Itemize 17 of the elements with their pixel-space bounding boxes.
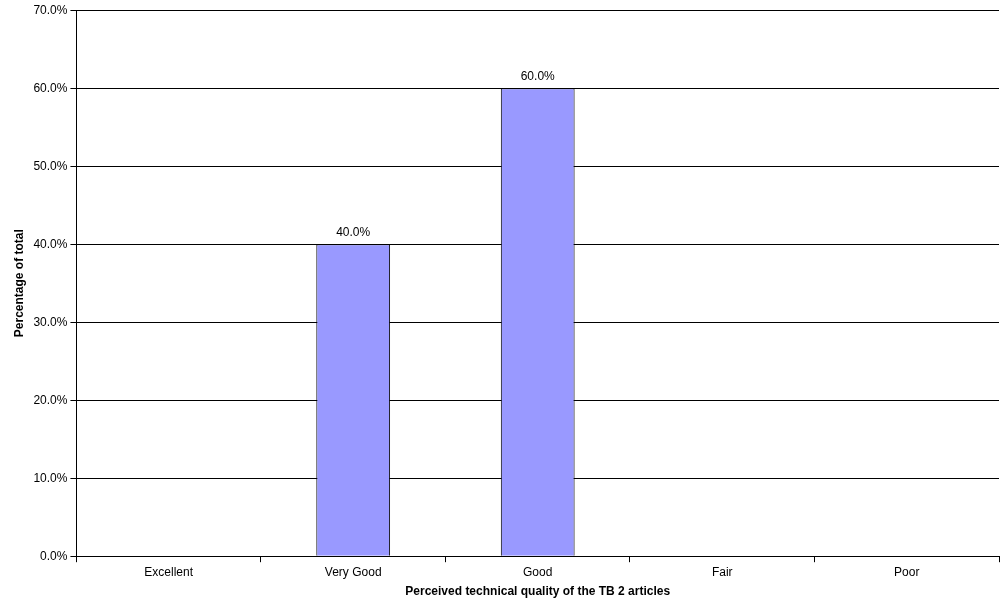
y-tick-label: 70.0% bbox=[33, 2, 68, 17]
x-axis-title: Perceived technical quality of the TB 2 articles bbox=[405, 584, 671, 599]
x-tick-label: Poor bbox=[894, 564, 920, 579]
x-tick-label: Fair bbox=[711, 564, 733, 579]
data-label: 40.0% bbox=[336, 224, 371, 239]
x-tick-label: Very Good bbox=[324, 564, 382, 579]
y-tick-label: 50.0% bbox=[33, 158, 68, 173]
y-tick-label: 0.0% bbox=[40, 548, 68, 563]
y-tick-label: 20.0% bbox=[33, 392, 68, 407]
x-tick-label: Excellent bbox=[144, 564, 194, 579]
y-tick-label: 60.0% bbox=[33, 80, 68, 95]
y-axis-title: Percentage of total bbox=[11, 229, 26, 338]
x-tick-label: Good bbox=[523, 564, 553, 579]
y-tick-label: 40.0% bbox=[33, 236, 68, 251]
data-label: 60.0% bbox=[520, 68, 556, 83]
y-tick-label: 10.0% bbox=[33, 470, 68, 485]
y-tick-label: 30.0% bbox=[33, 314, 68, 329]
